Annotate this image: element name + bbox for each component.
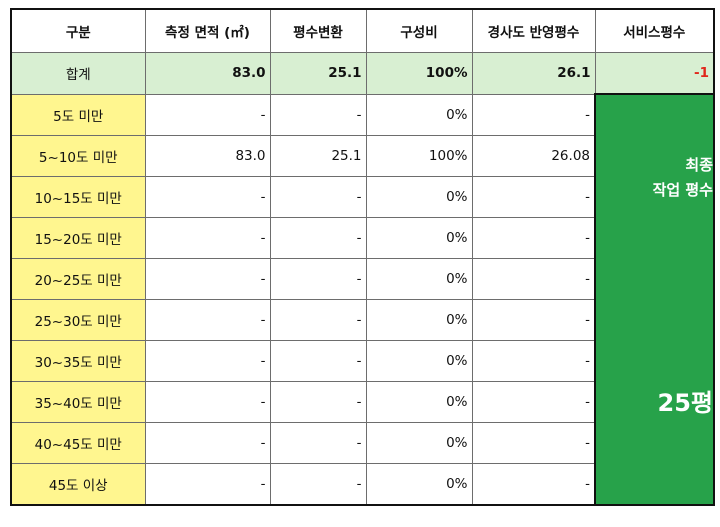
band-pyeong[interactable]: - — [269, 257, 367, 300]
header-slope-pyeong: 경사도 반영평수 — [471, 8, 596, 53]
header-pyeong: 평수변환 — [269, 8, 367, 53]
band-area[interactable]: - — [144, 421, 271, 464]
band-label[interactable]: 5도 미만 — [10, 93, 146, 136]
band-pyeong[interactable]: - — [269, 216, 367, 259]
table-row: 45도 이상 - - 0% - — [10, 462, 714, 505]
band-pyeong[interactable]: - — [269, 421, 367, 464]
band-area[interactable]: - — [144, 462, 271, 505]
total-service[interactable]: -1 — [594, 52, 715, 95]
band-label[interactable]: 35~40도 미만 — [10, 380, 146, 423]
band-slope-pyeong[interactable]: - — [471, 216, 596, 259]
band-ratio[interactable]: 0% — [365, 298, 473, 341]
band-ratio[interactable]: 0% — [365, 339, 473, 382]
band-label[interactable]: 40~45도 미만 — [10, 421, 146, 464]
band-pyeong[interactable]: - — [269, 93, 367, 136]
final-value: 25평 — [657, 389, 713, 417]
table-row: 5~10도 미만 83.0 25.1 100% 26.08 — [10, 134, 714, 177]
band-pyeong[interactable]: - — [269, 380, 367, 423]
band-slope-pyeong[interactable]: 26.08 — [471, 134, 596, 177]
band-ratio[interactable]: 0% — [365, 93, 473, 136]
band-area[interactable]: - — [144, 298, 271, 341]
band-pyeong[interactable]: - — [269, 462, 367, 505]
band-area[interactable]: - — [144, 339, 271, 382]
final-work-area-cell[interactable]: 최종 작업 평수 25평 — [594, 93, 715, 506]
band-pyeong[interactable]: - — [269, 298, 367, 341]
band-label[interactable]: 20~25도 미만 — [10, 257, 146, 300]
total-label[interactable]: 합계 — [10, 52, 146, 95]
band-area[interactable]: - — [144, 175, 271, 218]
band-slope-pyeong[interactable]: - — [471, 421, 596, 464]
total-row: 합계 83.0 25.1 100% 26.1 -1 — [10, 52, 715, 95]
total-pyeong[interactable]: 25.1 — [269, 52, 367, 95]
band-label[interactable]: 5~10도 미만 — [10, 134, 146, 177]
final-title: 최종 작업 평수 — [597, 153, 713, 203]
header-category: 구분 — [10, 8, 146, 53]
band-slope-pyeong[interactable]: - — [471, 93, 596, 136]
band-label[interactable]: 15~20도 미만 — [10, 216, 146, 259]
band-slope-pyeong[interactable]: - — [471, 257, 596, 300]
band-slope-pyeong[interactable]: - — [471, 380, 596, 423]
band-ratio[interactable]: 0% — [365, 421, 473, 464]
table-row: 40~45도 미만 - - 0% - — [10, 421, 714, 464]
table-row: 30~35도 미만 - - 0% - — [10, 339, 714, 382]
band-area[interactable]: - — [144, 216, 271, 259]
table-row: 10~15도 미만 - - 0% - — [10, 175, 714, 218]
header-service: 서비스평수 — [594, 8, 715, 53]
table-row: 15~20도 미만 - - 0% - — [10, 216, 714, 259]
band-slope-pyeong[interactable]: - — [471, 462, 596, 505]
header-ratio: 구성비 — [365, 8, 473, 53]
total-ratio[interactable]: 100% — [365, 52, 473, 95]
band-area[interactable]: 83.0 — [144, 134, 271, 177]
band-pyeong[interactable]: 25.1 — [269, 134, 367, 177]
band-ratio[interactable]: 100% — [365, 134, 473, 177]
final-title-line2: 작업 평수 — [652, 181, 713, 199]
band-ratio[interactable]: 0% — [365, 257, 473, 300]
band-slope-pyeong[interactable]: - — [471, 339, 596, 382]
table-row: 35~40도 미만 - - 0% - — [10, 380, 714, 423]
band-pyeong[interactable]: - — [269, 175, 367, 218]
header-area: 측정 면적 (㎡) — [144, 8, 271, 53]
band-slope-pyeong[interactable]: - — [471, 175, 596, 218]
band-area[interactable]: - — [144, 93, 271, 136]
total-slope-pyeong[interactable]: 26.1 — [471, 52, 596, 95]
band-pyeong[interactable]: - — [269, 339, 367, 382]
band-area[interactable]: - — [144, 257, 271, 300]
band-ratio[interactable]: 0% — [365, 175, 473, 218]
band-area[interactable]: - — [144, 380, 271, 423]
table-row: 5도 미만 - - 0% - 최종 작업 평수 25평 — [10, 93, 715, 506]
slope-area-table: 구분 측정 면적 (㎡) 평수변환 구성비 경사도 반영평수 서비스평수 합계 … — [10, 8, 715, 506]
band-label[interactable]: 25~30도 미만 — [10, 298, 146, 341]
band-ratio[interactable]: 0% — [365, 380, 473, 423]
band-label[interactable]: 45도 이상 — [10, 462, 146, 505]
band-slope-pyeong[interactable]: - — [471, 298, 596, 341]
band-ratio[interactable]: 0% — [365, 216, 473, 259]
total-area[interactable]: 83.0 — [144, 52, 271, 95]
header-row: 구분 측정 면적 (㎡) 평수변환 구성비 경사도 반영평수 서비스평수 — [10, 8, 715, 53]
band-ratio[interactable]: 0% — [365, 462, 473, 505]
band-label[interactable]: 30~35도 미만 — [10, 339, 146, 382]
final-title-line1: 최종 — [685, 156, 713, 174]
band-label[interactable]: 10~15도 미만 — [10, 175, 146, 218]
table-row: 25~30도 미만 - - 0% - — [10, 298, 714, 341]
